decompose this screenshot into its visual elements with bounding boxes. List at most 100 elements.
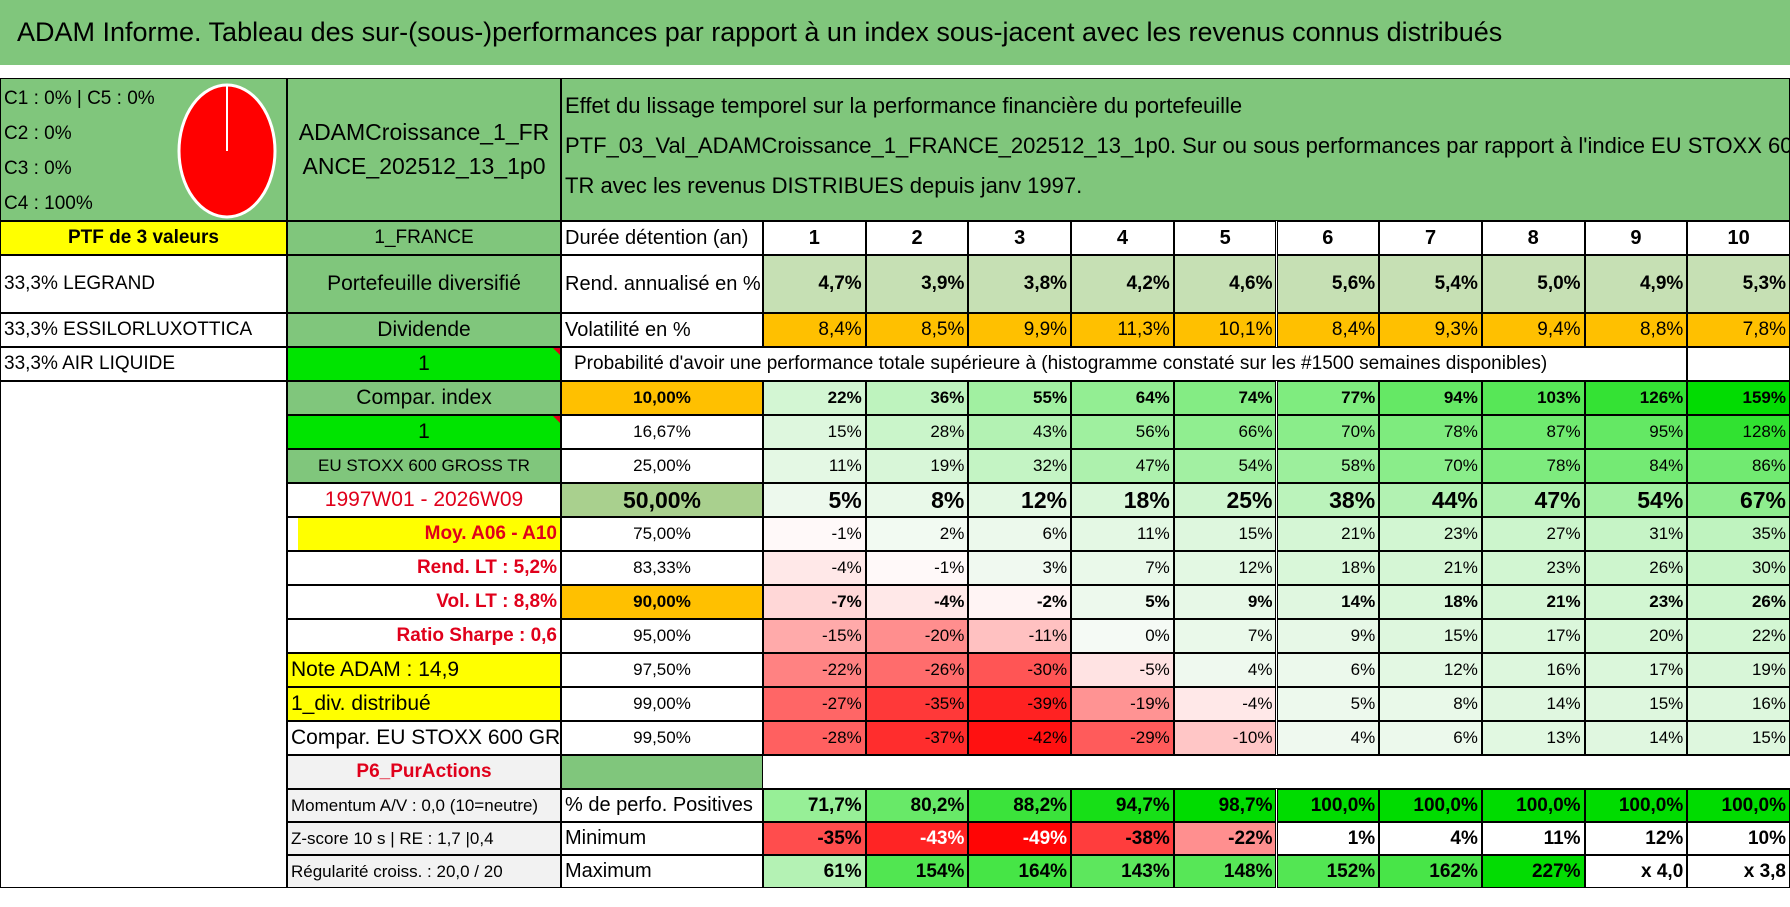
prob-value: 16% — [1481, 653, 1585, 687]
year-header: 2 — [865, 221, 969, 255]
rend-value: 3,8% — [968, 255, 1072, 313]
prob-value-text: 78% — [1546, 456, 1581, 476]
prob-value-text: -22% — [822, 660, 862, 680]
max-value-text: 227% — [1531, 860, 1581, 882]
prob-value: 14% — [1276, 585, 1380, 619]
prob-value: -1% — [865, 551, 969, 585]
category-line: C4 : 100% — [4, 193, 93, 214]
holding-row: 33,3% LEGRAND — [0, 255, 287, 313]
prob-value: 77% — [1276, 381, 1380, 415]
prob-value-text: 21% — [1546, 592, 1581, 612]
prob-value: 159% — [1687, 381, 1790, 415]
prob-value: 19% — [1687, 653, 1790, 687]
prob-value: 3% — [968, 551, 1072, 585]
prob-value-text: 14% — [1341, 592, 1376, 612]
vol-lt-label: Vol. LT : 8,8% — [287, 585, 561, 619]
min-value-text: -43% — [920, 827, 965, 849]
prob-value-text: 4% — [1350, 728, 1376, 748]
min-value: 12% — [1584, 822, 1688, 855]
year-header: 6 — [1276, 221, 1380, 255]
prob-value-text: 17% — [1546, 626, 1581, 646]
prob-value-text: 23% — [1546, 558, 1581, 578]
vol-value-text: 11,3% — [1117, 319, 1170, 341]
duration-label-text: Durée détention (an) — [565, 226, 749, 249]
prob-value: 87% — [1481, 415, 1585, 449]
prob-value-text: 16% — [1751, 694, 1786, 714]
prob-value: 44% — [1379, 483, 1482, 517]
p6-green-cell — [561, 755, 763, 789]
year-header: 10 — [1687, 221, 1790, 255]
prob-value: 22% — [1687, 619, 1790, 653]
vol-value: 8,4% — [1276, 313, 1380, 347]
min-value-text: 11% — [1543, 827, 1581, 849]
vol-value: 8,8% — [1584, 313, 1688, 347]
rend-value: 4,2% — [1071, 255, 1174, 313]
prob-value: 8% — [865, 483, 969, 517]
pos-value-text: 100,0% — [1721, 794, 1786, 816]
prob-value-text: 19% — [930, 456, 965, 476]
rend-value: 3,9% — [865, 255, 969, 313]
prob-value: 66% — [1173, 415, 1277, 449]
prob-value: 14% — [1481, 687, 1585, 721]
prob-value: 70% — [1379, 449, 1482, 483]
vol-value: 9,4% — [1481, 313, 1585, 347]
prob-value: 25% — [1173, 483, 1277, 517]
prob-value-text: 18% — [1123, 486, 1170, 513]
max-value-text: 154% — [915, 860, 965, 882]
prob-value: 4% — [1276, 721, 1380, 755]
year-header-text: 1 — [808, 226, 820, 249]
prob-value-text: 27% — [1546, 524, 1581, 544]
zscore-label: Z-score 10 s | RE : 1,7 |0,4 — [287, 822, 561, 855]
rend-value-text: 5,3% — [1742, 273, 1786, 295]
year-header: 8 — [1481, 221, 1585, 255]
prob-value-text: -7% — [831, 592, 862, 612]
prob-value-text: 28% — [930, 422, 965, 442]
prob-value-text: 16% — [1546, 660, 1581, 680]
rend-value: 4,9% — [1584, 255, 1688, 313]
prob-value: 31% — [1584, 517, 1688, 551]
prob-value: -30% — [968, 653, 1072, 687]
description-line-1: Effet du lissage temporel sur la perform… — [565, 93, 1243, 118]
rend-value-text: 4,9% — [1639, 273, 1684, 295]
rend-value: 5,4% — [1379, 255, 1482, 313]
pos-label-text: % de perfo. Positives — [565, 794, 753, 816]
max-value: 152% — [1276, 855, 1380, 888]
prob-threshold-text: 25,00% — [633, 456, 691, 476]
prob-value: -10% — [1173, 721, 1277, 755]
rend-lt-label: Rend. LT : 5,2% — [287, 551, 561, 585]
vol-value: 8,4% — [763, 313, 866, 347]
prob-value-text: 47% — [1135, 456, 1170, 476]
prob-header-text: Probabilité d'avoir une performance tota… — [574, 353, 1548, 375]
prob-value-text: 32% — [1033, 456, 1068, 476]
max-value: 61% — [763, 855, 866, 888]
prob-value-text: -42% — [1027, 728, 1068, 748]
prob-value-text: 11% — [828, 456, 862, 476]
prob-value-text: 95% — [1649, 422, 1684, 442]
vol-value-text: 9,9% — [1023, 319, 1068, 341]
rend-value: 5,6% — [1276, 255, 1380, 313]
prob-value: 126% — [1584, 381, 1688, 415]
vol-value-text: 8,8% — [1639, 319, 1684, 341]
prob-value-text: 94% — [1443, 388, 1478, 408]
max-value-text: x 3,8 — [1743, 860, 1786, 882]
prob-value-text: 54% — [1238, 456, 1273, 476]
pos-value-text: 94,7% — [1115, 794, 1170, 816]
year-header: 7 — [1379, 221, 1482, 255]
prob-header-blank — [1687, 347, 1790, 381]
momentum-label: Momentum A/V : 0,0 (10=neutre) — [287, 789, 561, 822]
prob-value: 26% — [1584, 551, 1688, 585]
prob-value: 78% — [1481, 449, 1585, 483]
prob-value: 103% — [1481, 381, 1585, 415]
vol-value-text: 10,1% — [1218, 319, 1273, 341]
prob-value-text: -26% — [924, 660, 965, 680]
max-value: 164% — [968, 855, 1072, 888]
max-value-text: 148% — [1223, 860, 1273, 882]
prob-value-text: 22% — [827, 388, 862, 408]
prob-value: 70% — [1276, 415, 1380, 449]
pos-value: 71,7% — [763, 789, 866, 822]
prob-value: 55% — [968, 381, 1072, 415]
rend-value-text: 5,6% — [1331, 273, 1376, 295]
vol-value-text: 9,4% — [1537, 319, 1581, 341]
dividend-count: 1 — [287, 347, 561, 381]
prob-value-text: -27% — [822, 694, 862, 714]
